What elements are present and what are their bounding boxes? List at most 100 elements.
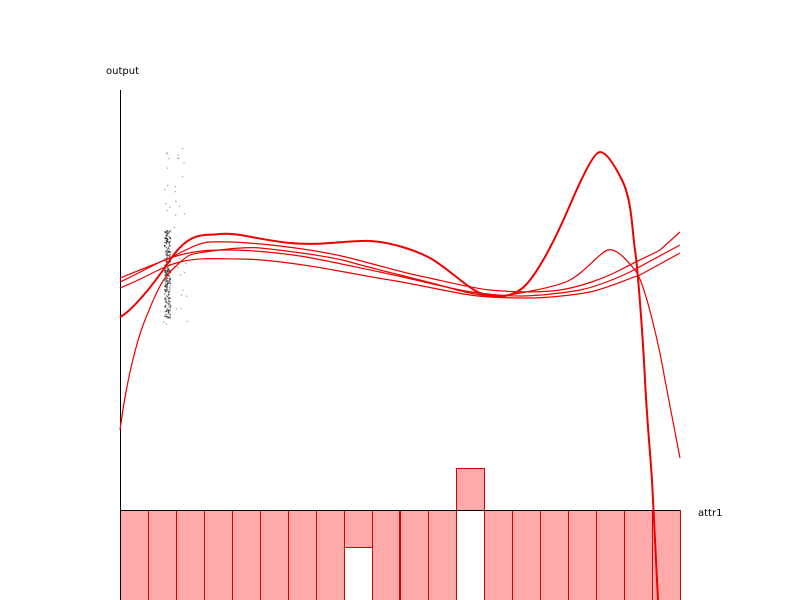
point — [167, 274, 169, 276]
point — [165, 271, 167, 274]
curve — [119, 247, 681, 459]
point — [170, 305, 172, 307]
point — [169, 279, 172, 281]
point — [166, 288, 168, 290]
histogram-bar — [260, 510, 289, 600]
point — [165, 250, 168, 252]
scatter-points — [163, 148, 188, 325]
point — [167, 248, 169, 250]
point — [167, 167, 169, 169]
curve — [119, 150, 659, 600]
point — [164, 283, 167, 285]
point — [167, 277, 169, 279]
y-axis-label: output — [106, 66, 139, 77]
point — [178, 257, 180, 260]
point — [166, 153, 169, 155]
point — [169, 282, 172, 285]
point — [168, 309, 170, 311]
point — [167, 297, 170, 299]
point — [167, 280, 169, 282]
point — [167, 271, 169, 273]
point — [164, 264, 166, 266]
histogram-bar — [120, 510, 149, 600]
point — [164, 270, 166, 272]
point — [168, 293, 170, 295]
point — [164, 298, 166, 300]
point — [168, 311, 170, 313]
point — [166, 241, 168, 243]
point — [165, 273, 168, 275]
point — [184, 213, 186, 215]
histogram-bar — [456, 468, 485, 511]
point — [169, 313, 171, 315]
histogram-bar — [148, 510, 177, 600]
point — [164, 245, 166, 248]
curve — [119, 244, 681, 297]
point — [183, 271, 186, 274]
point — [169, 287, 171, 289]
point — [168, 310, 170, 312]
x-axis-label: attr1 — [698, 508, 722, 519]
point — [169, 285, 171, 287]
point — [168, 270, 170, 272]
point — [175, 214, 177, 216]
point — [166, 260, 168, 262]
point — [166, 210, 168, 212]
point — [166, 277, 168, 279]
point — [177, 157, 179, 159]
point — [167, 298, 170, 300]
point — [166, 269, 168, 271]
point — [168, 241, 170, 244]
point — [168, 275, 170, 277]
point — [166, 287, 168, 289]
point — [167, 289, 169, 291]
point — [180, 294, 183, 296]
point — [165, 267, 167, 269]
point — [168, 245, 171, 247]
point — [165, 270, 167, 272]
point — [169, 297, 171, 299]
histogram-bar — [232, 510, 261, 600]
point — [165, 202, 167, 205]
point — [178, 205, 181, 207]
point — [166, 309, 168, 312]
point — [165, 290, 168, 292]
point — [166, 308, 168, 310]
point — [174, 185, 176, 188]
point — [164, 231, 166, 233]
point — [173, 226, 175, 229]
point — [166, 270, 168, 272]
point — [168, 235, 170, 237]
point — [165, 280, 168, 282]
point — [166, 254, 168, 257]
point — [164, 245, 166, 247]
point — [181, 175, 184, 178]
point — [166, 301, 168, 303]
point — [164, 274, 166, 276]
point — [166, 240, 168, 242]
point — [166, 235, 168, 238]
point — [164, 315, 166, 317]
histogram-bar — [512, 510, 541, 600]
histogram-bar — [344, 510, 373, 548]
histogram-bar — [400, 510, 429, 600]
point — [168, 255, 170, 257]
point — [166, 230, 168, 232]
point — [165, 231, 167, 233]
histogram-bar — [624, 510, 653, 600]
point — [165, 304, 167, 306]
point — [166, 288, 168, 290]
point — [167, 317, 169, 319]
point — [166, 261, 168, 263]
histogram-bar — [316, 510, 345, 600]
point — [179, 274, 182, 276]
point — [168, 243, 170, 246]
point — [169, 307, 172, 309]
point — [168, 304, 170, 306]
point — [165, 313, 167, 315]
point — [169, 289, 171, 291]
point — [169, 270, 171, 272]
point — [166, 243, 168, 245]
point — [165, 323, 168, 325]
point — [164, 258, 166, 260]
